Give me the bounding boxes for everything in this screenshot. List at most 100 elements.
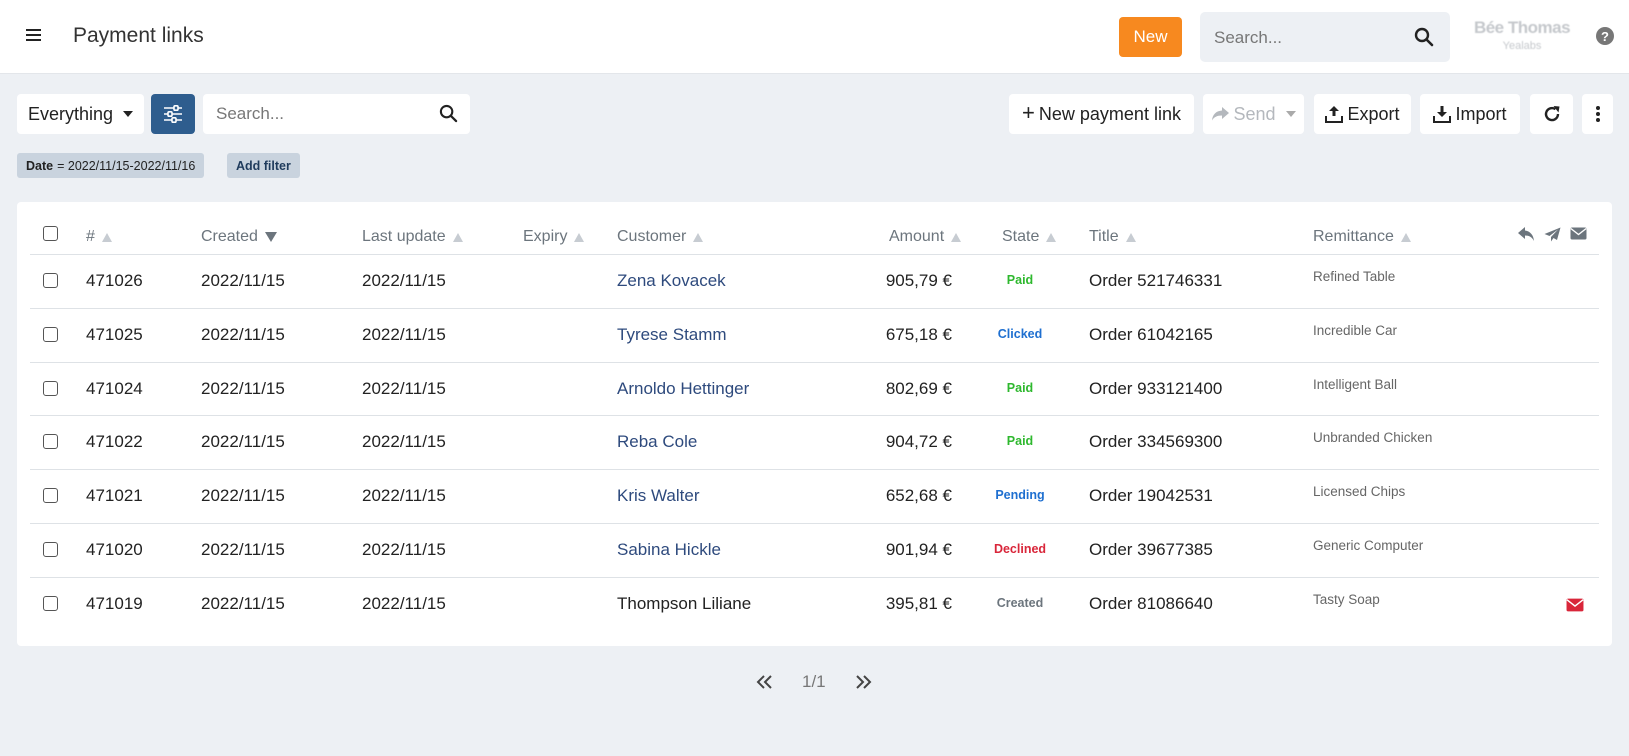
page-indicator: 1/1 <box>802 672 826 691</box>
sort-asc-icon <box>1400 232 1411 242</box>
customer-link[interactable]: Zena Kovacek <box>617 270 726 290</box>
cell-id: 471026 <box>86 270 143 290</box>
import-label: Import <box>1455 103 1507 124</box>
caret-down-icon <box>123 111 134 117</box>
cell-last-update: 2022/11/15 <box>362 486 446 506</box>
scope-label: Everything <box>27 103 114 124</box>
paper-plane-icon[interactable] <box>1544 227 1561 242</box>
row-checkbox[interactable] <box>43 272 58 288</box>
column-header-last-update[interactable]: Last update <box>362 227 463 247</box>
sort-asc-icon <box>693 232 704 242</box>
help-icon[interactable]: ? <box>1596 27 1614 45</box>
cell-title: Order 521746331 <box>1089 270 1223 290</box>
column-header-id[interactable]: # <box>86 227 112 247</box>
column-label: State <box>1002 228 1040 245</box>
customer-link[interactable]: Tyrese Stamm <box>617 324 727 344</box>
export-button[interactable]: Export <box>1314 94 1411 134</box>
reply-icon[interactable] <box>1518 227 1535 242</box>
row-checkbox[interactable] <box>43 541 58 557</box>
more-vertical-icon <box>1595 106 1600 122</box>
caret-down-icon <box>1285 111 1296 117</box>
customer-link[interactable]: Arnoldo Hettinger <box>617 378 750 398</box>
date-filter-chip[interactable]: Date = 2022/11/15-2022/11/16 <box>17 153 205 178</box>
column-header-created[interactable]: Created <box>201 227 277 247</box>
cell-remittance: Refined Table <box>1313 268 1396 284</box>
column-header-title[interactable]: Title <box>1089 227 1136 247</box>
row-divider <box>30 576 1599 578</box>
sort-asc-icon <box>452 232 463 242</box>
cell-created: 2022/11/15 <box>201 486 285 506</box>
cell-amount: 904,72 € <box>885 432 952 452</box>
cell-amount: 395,81 € <box>885 593 952 613</box>
refresh-button[interactable] <box>1530 94 1573 134</box>
more-options-button[interactable] <box>1582 94 1613 134</box>
bulk-action-icons <box>1518 227 1587 242</box>
search-icon[interactable] <box>439 104 458 128</box>
new-payment-link-button[interactable]: + New payment link <box>1009 94 1194 134</box>
add-filter-button[interactable]: Add filter <box>227 153 300 178</box>
select-all-checkbox[interactable] <box>43 226 58 241</box>
cell-title: Order 334569300 <box>1089 432 1223 452</box>
cell-remittance: Generic Computer <box>1313 537 1424 553</box>
row-checkbox[interactable] <box>43 326 58 342</box>
cell-id: 471022 <box>86 432 143 452</box>
envelope-icon[interactable] <box>1566 598 1584 612</box>
cell-remittance: Unbranded Chicken <box>1313 430 1433 446</box>
scope-dropdown[interactable]: Everything <box>17 94 144 134</box>
status-badge: Paid <box>1006 434 1034 449</box>
cell-last-update: 2022/11/15 <box>362 324 446 344</box>
global-search-input[interactable] <box>1214 26 1404 50</box>
cell-id: 471021 <box>86 486 143 506</box>
column-header-amount[interactable]: Amount <box>889 227 962 247</box>
send-button[interactable]: Send <box>1203 94 1304 134</box>
envelope-icon[interactable] <box>1570 227 1587 240</box>
column-header-expiry[interactable]: Expiry <box>523 227 585 247</box>
customer-link[interactable]: Reba Cole <box>617 432 698 452</box>
column-header-remittance[interactable]: Remittance <box>1313 227 1411 247</box>
cell-amount: 901,94 € <box>885 539 952 559</box>
row-checkbox[interactable] <box>43 380 58 396</box>
customer-link[interactable]: Kris Walter <box>617 486 700 506</box>
row-checkbox[interactable] <box>43 488 58 504</box>
new-payment-link-label: New payment link <box>1038 103 1181 124</box>
cell-created: 2022/11/15 <box>201 593 285 613</box>
row-checkbox[interactable] <box>43 434 58 450</box>
cell-amount: 802,69 € <box>885 378 952 398</box>
hamburger-menu-icon[interactable] <box>26 29 41 43</box>
column-label: Remittance <box>1313 228 1394 245</box>
sort-asc-icon <box>1125 232 1136 242</box>
row-divider <box>30 307 1599 309</box>
cell-title: Order 39677385 <box>1089 539 1213 559</box>
filter-settings-button[interactable] <box>151 94 195 134</box>
cell-amount: 652,68 € <box>885 486 952 506</box>
row-divider <box>30 254 1599 255</box>
cell-created: 2022/11/15 <box>201 432 285 452</box>
cell-remittance: Incredible Car <box>1313 322 1398 338</box>
cell-remittance: Intelligent Ball <box>1313 376 1398 392</box>
cell-last-update: 2022/11/15 <box>362 593 446 613</box>
search-icon[interactable] <box>1414 27 1434 52</box>
cell-id: 471020 <box>86 539 143 559</box>
cell-title: Order 61042165 <box>1089 324 1213 344</box>
customer-link[interactable]: Sabina Hickle <box>617 539 721 559</box>
sliders-icon <box>164 105 182 123</box>
list-search-input[interactable] <box>216 103 416 125</box>
sort-asc-icon <box>574 232 585 242</box>
column-label: Amount <box>889 228 945 245</box>
new-button[interactable]: New <box>1119 17 1182 57</box>
row-checkbox[interactable] <box>43 595 58 611</box>
column-header-customer[interactable]: Customer <box>617 227 704 247</box>
import-button[interactable]: Import <box>1420 94 1520 134</box>
cell-customer: Thompson Liliane <box>617 593 752 613</box>
sort-asc-icon <box>101 232 112 242</box>
status-badge: Pending <box>995 488 1045 503</box>
status-badge: Clicked <box>997 326 1043 341</box>
first-page-icon[interactable] <box>756 674 773 695</box>
user-menu[interactable]: Bée Thomas Yealabs <box>1472 18 1572 52</box>
column-header-state[interactable]: State <box>1002 227 1057 247</box>
cell-amount: 675,18 € <box>885 324 952 344</box>
cell-remittance: Tasty Soap <box>1313 591 1380 607</box>
cell-created: 2022/11/15 <box>201 270 285 290</box>
cell-created: 2022/11/15 <box>201 324 285 344</box>
last-page-icon[interactable] <box>855 674 872 695</box>
